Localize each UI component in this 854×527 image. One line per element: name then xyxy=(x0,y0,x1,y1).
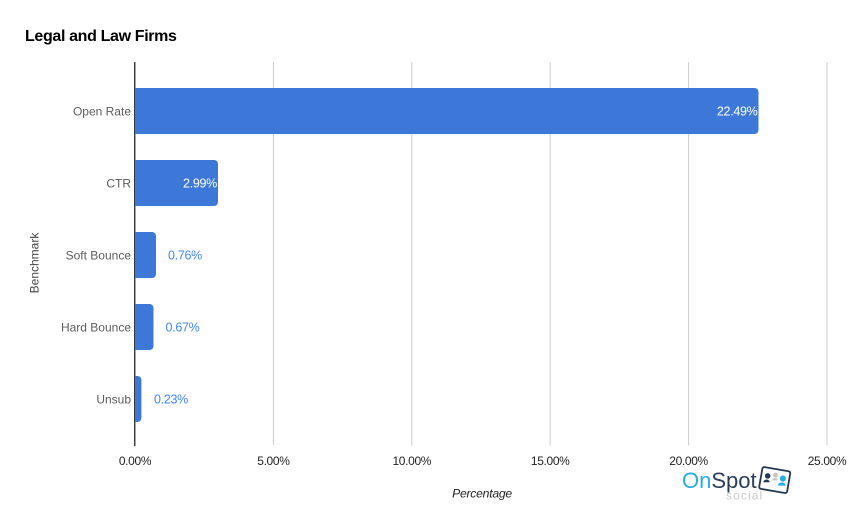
svg-text:Percentage: Percentage xyxy=(452,487,512,501)
svg-text:10.00%: 10.00% xyxy=(392,454,431,468)
svg-text:2.99%: 2.99% xyxy=(183,176,217,190)
svg-text:20.00%: 20.00% xyxy=(669,454,708,468)
svg-text:social: social xyxy=(726,489,763,503)
svg-text:Benchmark: Benchmark xyxy=(28,232,42,294)
svg-text:Soft Bounce: Soft Bounce xyxy=(66,248,132,262)
svg-text:Open Rate: Open Rate xyxy=(73,104,131,118)
svg-text:Hard Bounce: Hard Bounce xyxy=(61,320,131,334)
svg-text:Legal and Law Firms: Legal and Law Firms xyxy=(25,28,177,45)
svg-text:0.67%: 0.67% xyxy=(166,320,200,334)
svg-text:25.00%: 25.00% xyxy=(808,454,847,468)
svg-text:5.00%: 5.00% xyxy=(257,454,290,468)
svg-text:CTR: CTR xyxy=(106,176,131,190)
svg-text:22.49%: 22.49% xyxy=(717,104,758,118)
svg-text:0.00%: 0.00% xyxy=(119,454,152,468)
svg-text:15.00%: 15.00% xyxy=(531,454,570,468)
svg-text:0.23%: 0.23% xyxy=(154,392,188,406)
svg-text:OnSpot: OnSpot xyxy=(682,468,757,493)
svg-text:Unsub: Unsub xyxy=(96,392,131,406)
svg-text:0.76%: 0.76% xyxy=(168,248,202,262)
